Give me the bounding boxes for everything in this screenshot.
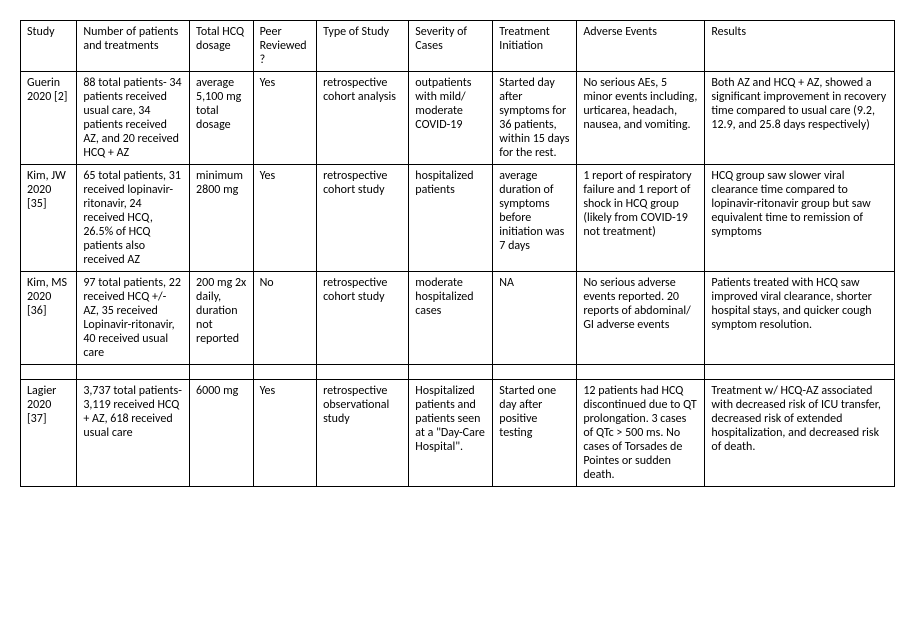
cell-type: retrospective cohort study	[317, 165, 409, 272]
cell-study: Guerin 2020 [2]	[21, 72, 77, 165]
cell-results: Treatment w/ HCQ-AZ associated with decr…	[705, 380, 895, 487]
col-study: Study	[21, 21, 77, 72]
cell-dosage: 200 mg 2x daily, duration not reported	[190, 272, 254, 365]
cell-dosage: 6000 mg	[190, 380, 254, 487]
cell-adverse: No serious AEs, 5 minor events including…	[577, 72, 705, 165]
cell-initiation: average duration of symptoms before init…	[493, 165, 577, 272]
col-initiation: Treatment Initiation	[493, 21, 577, 72]
table-row: Kim, MS 2020 [36] 97 total patients, 22 …	[21, 272, 895, 365]
cell-patients: 3,737 total patients- 3,119 received HCQ…	[77, 380, 190, 487]
table-row: Kim, JW 2020 [35] 65 total patients, 31 …	[21, 165, 895, 272]
table-row: Lagier 2020 [37] 3,737 total patients- 3…	[21, 380, 895, 487]
cell-severity: moderate hospitalized cases	[409, 272, 493, 365]
cell-results: Both AZ and HCQ + AZ, showed a significa…	[705, 72, 895, 165]
col-severity: Severity of Cases	[409, 21, 493, 72]
studies-table: Study Number of patients and treatments …	[20, 20, 895, 487]
spacer-row	[21, 365, 895, 380]
cell-adverse: No serious adverse events reported. 20 r…	[577, 272, 705, 365]
table-row: Guerin 2020 [2] 88 total patients- 34 pa…	[21, 72, 895, 165]
cell-study: Kim, JW 2020 [35]	[21, 165, 77, 272]
col-type: Type of Study	[317, 21, 409, 72]
cell-patients: 97 total patients, 22 received HCQ +/- A…	[77, 272, 190, 365]
col-patients: Number of patients and treatments	[77, 21, 190, 72]
cell-adverse: 1 report of respiratory failure and 1 re…	[577, 165, 705, 272]
cell-peer: Yes	[253, 380, 317, 487]
cell-patients: 88 total patients- 34 patients received …	[77, 72, 190, 165]
table-header-row: Study Number of patients and treatments …	[21, 21, 895, 72]
cell-type: retrospective cohort study	[317, 272, 409, 365]
cell-adverse: 12 patients had HCQ discontinued due to …	[577, 380, 705, 487]
cell-initiation: Started day after symptoms for 36 patien…	[493, 72, 577, 165]
cell-study: Lagier 2020 [37]	[21, 380, 77, 487]
cell-peer: No	[253, 272, 317, 365]
cell-severity: hospitalized patients	[409, 165, 493, 272]
cell-severity: outpatients with mild/ moderate COVID-19	[409, 72, 493, 165]
cell-type: retrospective cohort analysis	[317, 72, 409, 165]
col-adverse: Adverse Events	[577, 21, 705, 72]
cell-study: Kim, MS 2020 [36]	[21, 272, 77, 365]
cell-initiation: Started one day after positive testing	[493, 380, 577, 487]
cell-results: Patients treated with HCQ saw improved v…	[705, 272, 895, 365]
col-dosage: Total HCQ dosage	[190, 21, 254, 72]
cell-initiation: NA	[493, 272, 577, 365]
cell-dosage: average 5,100 mg total dosage	[190, 72, 254, 165]
cell-peer: Yes	[253, 72, 317, 165]
cell-type: retrospective observational study	[317, 380, 409, 487]
col-peer: Peer Reviewed?	[253, 21, 317, 72]
cell-results: HCQ group saw slower viral clearance tim…	[705, 165, 895, 272]
cell-peer: Yes	[253, 165, 317, 272]
col-results: Results	[705, 21, 895, 72]
cell-dosage: minimum 2800 mg	[190, 165, 254, 272]
cell-severity: Hospitalized patients and patients seen …	[409, 380, 493, 487]
cell-patients: 65 total patients, 31 received lopinavir…	[77, 165, 190, 272]
